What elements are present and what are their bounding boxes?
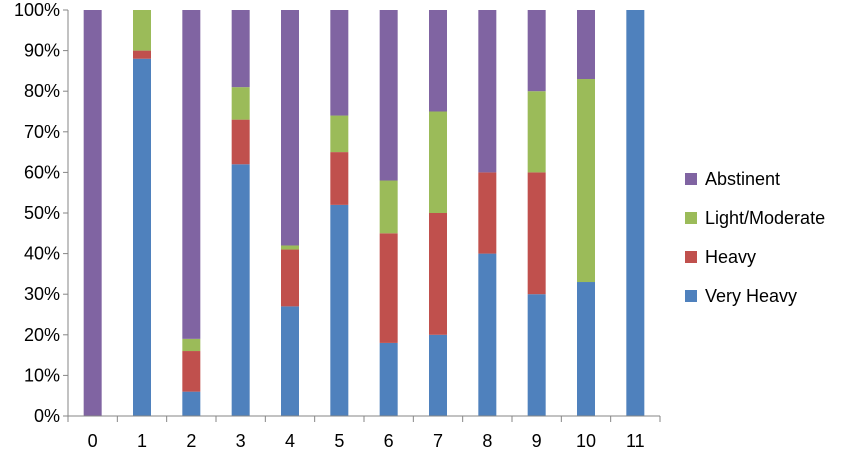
y-tick-label: 80% <box>24 81 60 101</box>
legend-label-abstinent: Abstinent <box>705 169 780 189</box>
bar-segment-abstinent-4 <box>281 10 299 246</box>
bar-segment-heavy-1 <box>133 50 151 59</box>
bar-segment-heavy-4 <box>281 249 299 307</box>
x-tick-label: 2 <box>186 431 196 451</box>
x-tick-label: 0 <box>88 431 98 451</box>
bar-segment-very-heavy-9 <box>527 294 546 416</box>
bar-segment-heavy-2 <box>182 351 201 392</box>
bar-segment-abstinent-2 <box>182 10 201 339</box>
legend: Abstinent Light/Moderate Heavy Very Heavy <box>685 169 825 306</box>
legend-swatch-heavy <box>685 251 697 263</box>
y-tick-label: 50% <box>24 203 60 223</box>
bar-segment-abstinent-6 <box>379 10 398 181</box>
bar-segment-light-moderate-6 <box>379 180 398 234</box>
plot-area <box>83 10 645 416</box>
x-tick-label: 8 <box>482 431 492 451</box>
bar-segment-very-heavy-1 <box>133 58 151 416</box>
x-tick-label: 9 <box>532 431 542 451</box>
bar-segment-heavy-9 <box>527 172 546 295</box>
bar-segment-abstinent-3 <box>231 10 250 88</box>
legend-swatch-abstinent <box>685 173 697 185</box>
y-tick-label: 30% <box>24 284 60 304</box>
x-tick-label: 3 <box>236 431 246 451</box>
bar-segment-heavy-7 <box>429 213 447 335</box>
legend-label-heavy: Heavy <box>705 247 756 267</box>
x-tick-label: 10 <box>576 431 596 451</box>
x-tick-label: 11 <box>626 431 645 451</box>
axes: 0% 10% 20% 30% 40% 50% 60% 70% 80% 90% 100% 0 1 2 3 4 5 6… <box>14 0 661 451</box>
bar-segment-heavy-3 <box>231 119 250 165</box>
bar-segment-light-moderate-5 <box>330 115 349 153</box>
bar-segment-light-moderate-9 <box>527 91 546 173</box>
y-tick-label: 90% <box>24 41 60 61</box>
legend-swatch-very-heavy <box>685 290 697 302</box>
bar-segment-heavy-5 <box>330 152 349 205</box>
bar-segment-very-heavy-4 <box>281 306 299 416</box>
x-tick-label: 6 <box>384 431 394 451</box>
bar-segment-very-heavy-6 <box>379 342 398 416</box>
y-tick-label: 100% <box>14 0 60 20</box>
y-tick-label: 70% <box>24 122 60 142</box>
bar-segment-very-heavy-11 <box>626 10 645 416</box>
bar-segment-heavy-8 <box>478 172 497 254</box>
bar-segment-light-moderate-4 <box>281 245 299 250</box>
x-tick-label: 1 <box>137 431 147 451</box>
x-tick-label: 4 <box>285 431 295 451</box>
bar-segment-heavy-6 <box>379 233 398 343</box>
bar-segment-very-heavy-7 <box>429 334 447 416</box>
legend-label-light-moderate: Light/Moderate <box>705 208 825 228</box>
bar-segment-light-moderate-10 <box>577 79 595 283</box>
bar-segment-abstinent-10 <box>577 10 595 80</box>
y-tick-label: 20% <box>24 325 60 345</box>
bar-segment-abstinent-0 <box>83 10 102 416</box>
y-tick-label: 60% <box>24 162 60 182</box>
bar-segment-abstinent-7 <box>429 10 447 112</box>
bar-segment-light-moderate-7 <box>429 111 447 213</box>
bar-segment-abstinent-9 <box>527 10 546 92</box>
legend-label-very-heavy: Very Heavy <box>705 286 797 306</box>
bar-segment-light-moderate-1 <box>133 10 151 51</box>
x-tick-label: 5 <box>334 431 344 451</box>
y-tick-label: 40% <box>24 244 60 264</box>
bar-segment-very-heavy-3 <box>231 164 250 416</box>
bar-segment-light-moderate-3 <box>231 87 250 120</box>
bar-segment-abstinent-8 <box>478 10 497 173</box>
y-tick-label: 10% <box>24 365 60 385</box>
bar-segment-very-heavy-2 <box>182 391 201 416</box>
y-tick-label: 0% <box>34 406 60 426</box>
bar-segment-light-moderate-2 <box>182 338 201 352</box>
bar-segment-very-heavy-10 <box>577 282 595 416</box>
bar-segment-very-heavy-5 <box>330 204 349 416</box>
bar-segment-abstinent-5 <box>330 10 349 116</box>
bar-segment-very-heavy-8 <box>478 253 497 416</box>
x-tick-label: 7 <box>433 431 443 451</box>
legend-swatch-light-moderate <box>685 212 697 224</box>
